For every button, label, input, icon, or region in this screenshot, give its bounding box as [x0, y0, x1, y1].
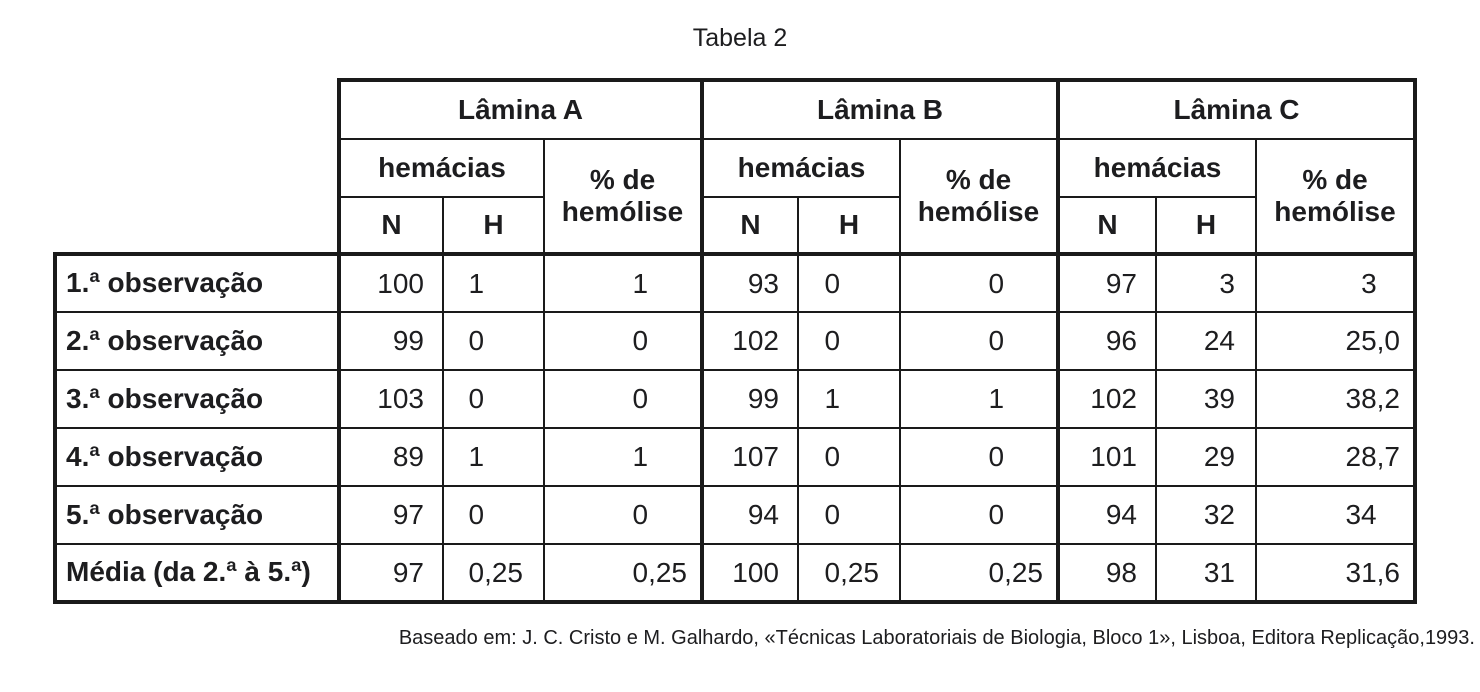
- table-cell: 0,00: [899, 427, 1059, 487]
- header-pct-hemolise-a: % de hemólise: [543, 138, 703, 255]
- table-cell: 102: [1056, 369, 1157, 429]
- table-cell: 1,00: [797, 369, 901, 429]
- table-cell: 0,00: [543, 311, 703, 371]
- table-cell: 101: [1056, 427, 1157, 487]
- table-cell: 0,25: [543, 543, 703, 604]
- column-group-lamina-a: Lâmina A: [337, 78, 703, 140]
- table-cell: 100: [337, 252, 444, 313]
- table-cell: 0,25: [797, 543, 901, 604]
- table-row: 3.ª observação 103 0,00 0,00 99 1,00 1,0…: [53, 369, 1417, 429]
- table-row: 2.ª observação 99 0,00 0,00 102 0,00 0,0…: [53, 311, 1417, 371]
- table-cell: 34,0: [1255, 485, 1417, 545]
- header-hemacias-a: hemácias: [337, 138, 545, 198]
- table-cell: 0,00: [797, 311, 901, 371]
- header-h-a: H: [442, 196, 545, 255]
- table-cell: 99: [337, 311, 444, 371]
- header-pct-hemolise-c: % de hemólise: [1255, 138, 1417, 255]
- table-cell: 103: [337, 369, 444, 429]
- row-label: 5.ª observação: [53, 485, 340, 545]
- header-n-a: N: [337, 196, 444, 255]
- table-title: Tabela 2: [692, 24, 788, 52]
- data-table: Lâmina A Lâmina B Lâmina C hemácias % de…: [53, 78, 1417, 604]
- table-cell: 1,00: [543, 252, 703, 313]
- table-cell: 89: [337, 427, 444, 487]
- row-label: 3.ª observação: [53, 369, 340, 429]
- header-row-nh: N H N H N H: [55, 196, 1415, 255]
- source-citation: Baseado em: J. C. Cristo e M. Galhardo, …: [398, 627, 1475, 649]
- table-cell: 94: [1056, 485, 1157, 545]
- table-cell: 0,00: [442, 311, 545, 371]
- table-cell: 97: [1056, 252, 1157, 313]
- header-h-c: H: [1155, 196, 1257, 255]
- table-cell: 93: [700, 252, 799, 313]
- table-cell: 0,00: [899, 252, 1059, 313]
- row-label: Média (da 2.ª à 5.ª): [53, 543, 340, 604]
- header-row-groups: Lâmina A Lâmina B Lâmina C: [55, 78, 1417, 140]
- header-row-sub: hemácias % de hemólise hemácias % de hem…: [55, 138, 1417, 255]
- table-cell: 31,6: [1255, 543, 1417, 604]
- table-cell: 0,00: [899, 311, 1059, 371]
- table-cell: 99: [700, 369, 799, 429]
- header-h-b: H: [797, 196, 901, 255]
- table-cell: 0,00: [543, 369, 703, 429]
- table-cell: 97: [337, 485, 444, 545]
- header-pct-hemolise-b: % de hemólise: [899, 138, 1059, 255]
- table-cell: 102: [700, 311, 799, 371]
- table-cell: 39: [1155, 369, 1257, 429]
- header-hemacias-c: hemácias: [1056, 138, 1257, 198]
- table-cell: 1,00: [543, 427, 703, 487]
- table-cell: 24: [1155, 311, 1257, 371]
- table-row: 5.ª observação 97 0,00 0,00 94 0,00 0,00…: [53, 485, 1417, 545]
- table-cell: 0,00: [797, 485, 901, 545]
- table-cell: 94: [700, 485, 799, 545]
- table-cell: 31: [1155, 543, 1257, 604]
- empty-corner-cell: [55, 80, 339, 254]
- table-row: 1.ª observação 100 1,00 1,00 93 0,00 0,0…: [53, 252, 1417, 313]
- table-cell: 0,00: [442, 369, 545, 429]
- table-row: Média (da 2.ª à 5.ª) 97 0,25 0,25 100 0,…: [53, 543, 1417, 604]
- table-cell: 1,00: [899, 369, 1059, 429]
- table-cell: 0,00: [797, 427, 901, 487]
- table-cell: 0,25: [442, 543, 545, 604]
- table-cell: 28,7: [1255, 427, 1417, 487]
- table-cell: 97: [337, 543, 444, 604]
- table-cell: 0,00: [899, 485, 1059, 545]
- table-cell: 38,2: [1255, 369, 1417, 429]
- column-group-lamina-c: Lâmina C: [1056, 78, 1417, 140]
- table-cell: 96: [1056, 311, 1157, 371]
- row-label: 2.ª observação: [53, 311, 340, 371]
- table-cell: 0,00: [442, 485, 545, 545]
- table-cell: 1,00: [442, 252, 545, 313]
- column-group-lamina-b: Lâmina B: [700, 78, 1059, 140]
- table-cell: 25,0: [1255, 311, 1417, 371]
- table-cell: 1,00: [442, 427, 545, 487]
- table-row: 4.ª observação 89 1,00 1,00 107 0,00 0,0…: [53, 427, 1417, 487]
- table-cell: 3: [1155, 252, 1257, 313]
- table-cell: 98: [1056, 543, 1157, 604]
- row-label: 1.ª observação: [53, 252, 340, 313]
- table-cell: 100: [700, 543, 799, 604]
- header-n-b: N: [700, 196, 799, 255]
- table-cell: 29: [1155, 427, 1257, 487]
- table-cell: 0,00: [797, 252, 901, 313]
- table-container: Lâmina A Lâmina B Lâmina C hemácias % de…: [53, 78, 1417, 604]
- table-cell: 3,0: [1255, 252, 1417, 313]
- header-hemacias-b: hemácias: [700, 138, 901, 198]
- table-cell: 32: [1155, 485, 1257, 545]
- table-cell: 0,25: [899, 543, 1059, 604]
- table-cell: 0,00: [543, 485, 703, 545]
- table-cell: 107: [700, 427, 799, 487]
- row-label: 4.ª observação: [53, 427, 340, 487]
- header-n-c: N: [1056, 196, 1157, 255]
